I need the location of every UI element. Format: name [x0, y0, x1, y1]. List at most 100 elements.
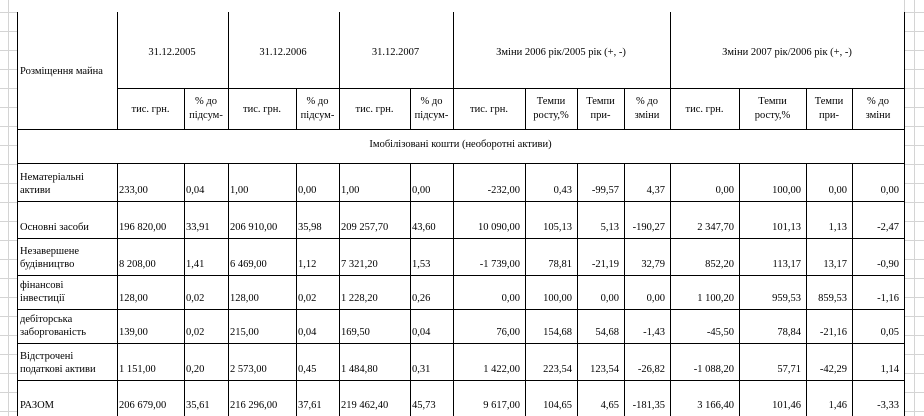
- table-cell: 2 347,70: [697, 222, 734, 233]
- subheader-label: росту,%: [754, 110, 791, 121]
- row-label: Нематеріальні: [20, 172, 84, 183]
- table-cell: 4,37: [646, 185, 665, 196]
- grid-line: [228, 163, 229, 416]
- table-cell: 223,54: [543, 364, 572, 375]
- subheader-label: % до: [195, 96, 217, 107]
- grid-line: [739, 88, 740, 129]
- row-label: фінансові: [20, 280, 64, 291]
- grid-line: [410, 163, 411, 416]
- grid-line: [17, 343, 904, 344]
- table-cell: 37,61: [298, 400, 322, 411]
- table-cell: 0,00: [828, 185, 847, 196]
- grid-line: [17, 309, 904, 310]
- table-cell: 5,13: [600, 222, 619, 233]
- grid-line: [228, 12, 229, 129]
- table-cell: -1 739,00: [479, 259, 520, 270]
- table-cell: 0,20: [186, 364, 205, 375]
- grid-line: [525, 88, 526, 129]
- table-cell: 54,68: [595, 327, 619, 338]
- subheader-label: % до: [420, 96, 443, 107]
- grid-line: [904, 373, 924, 374]
- table-cell: 104,65: [543, 400, 572, 411]
- grid-line: [904, 183, 924, 184]
- table-cell: 0,00: [501, 293, 520, 304]
- grid-line: [339, 163, 340, 416]
- grid-line: [184, 88, 185, 129]
- subheader-label: підсум-: [189, 110, 223, 121]
- table-cell: 139,00: [119, 327, 148, 338]
- grid-line: [904, 12, 924, 13]
- table-cell: 0,45: [298, 364, 317, 375]
- table-cell: 206 910,00: [230, 222, 278, 233]
- table-cell: 215,00: [230, 327, 259, 338]
- table-cell: -45,50: [706, 327, 734, 338]
- grid-line: [852, 163, 853, 416]
- date-header-2006: 31.12.2006: [259, 47, 307, 58]
- grid-line: [17, 12, 18, 416]
- table-cell: 8 208,00: [119, 259, 156, 270]
- grid-line: [904, 107, 924, 108]
- table-cell: 35,98: [298, 222, 322, 233]
- grid-line: [806, 88, 807, 129]
- subheader-label: % до: [867, 96, 889, 107]
- grid-line: [739, 163, 740, 416]
- date-header-2005: 31.12.2005: [148, 47, 196, 58]
- table-cell: 7 321,20: [341, 259, 378, 270]
- section-title: Імобілізовані кошти (необоротні активи): [369, 139, 552, 150]
- table-cell: 0,31: [412, 364, 431, 375]
- grid-line: [904, 145, 924, 146]
- placement-header: Розміщення майна: [20, 66, 103, 77]
- table-cell: 1,12: [298, 259, 317, 270]
- table-cell: 10 090,00: [478, 222, 520, 233]
- table-cell: 78,81: [548, 259, 572, 270]
- grid-line: [296, 163, 297, 416]
- table-cell: 852,20: [705, 259, 734, 270]
- grid-line: [410, 88, 411, 129]
- date-header-2007: 31.12.2007: [371, 47, 420, 58]
- subheader-label: при-: [590, 110, 611, 121]
- grid-line: [904, 88, 924, 89]
- row-label: інвестиції: [20, 293, 65, 304]
- grid-line: [117, 12, 118, 129]
- table-cell: 13,17: [823, 259, 847, 270]
- table-cell: 35,61: [186, 400, 210, 411]
- table-cell: -1 088,20: [693, 364, 734, 375]
- table-cell: 101,13: [772, 222, 801, 233]
- table-cell: 3 166,40: [697, 400, 734, 411]
- grid-line: [670, 163, 671, 416]
- row-label: РАЗОМ: [20, 400, 54, 411]
- grid-line: [904, 126, 924, 127]
- table-cell: 0,02: [186, 327, 205, 338]
- table-cell: 0,04: [298, 327, 317, 338]
- table-cell: 78,84: [777, 327, 801, 338]
- table-cell: 1,41: [186, 259, 205, 270]
- grid-line: [670, 12, 671, 129]
- table-cell: 57,71: [777, 364, 801, 375]
- table-cell: -21,16: [819, 327, 847, 338]
- table-cell: 233,00: [119, 185, 148, 196]
- grid-line: [904, 259, 924, 260]
- table-cell: 33,91: [186, 222, 210, 233]
- grid-line: [17, 380, 904, 381]
- change-header-2006-2005: Зміни 2006 рік/2005 рік (+, -): [496, 47, 626, 58]
- grid-line: [184, 163, 185, 416]
- table-cell: 45,73: [412, 400, 436, 411]
- grid-line: [904, 31, 924, 32]
- table-cell: 1,53: [412, 259, 431, 270]
- table-cell: 0,00: [412, 185, 431, 196]
- table-cell: 1 484,80: [341, 364, 378, 375]
- table-cell: 196 820,00: [119, 222, 167, 233]
- table-cell: 0,26: [412, 293, 431, 304]
- grid-line: [904, 392, 924, 393]
- table-cell: -0,90: [877, 259, 899, 270]
- grid-line: [624, 88, 625, 129]
- subheader-label: % до: [306, 96, 329, 107]
- table-cell: 219 462,40: [341, 400, 389, 411]
- grid-line: [904, 69, 924, 70]
- subheader-label: тис. грн.: [685, 104, 724, 115]
- subheader-label: Темпи: [536, 96, 566, 107]
- row-label: будівництво: [20, 259, 75, 270]
- table-cell: 4,65: [600, 400, 619, 411]
- table-cell: 128,00: [230, 293, 259, 304]
